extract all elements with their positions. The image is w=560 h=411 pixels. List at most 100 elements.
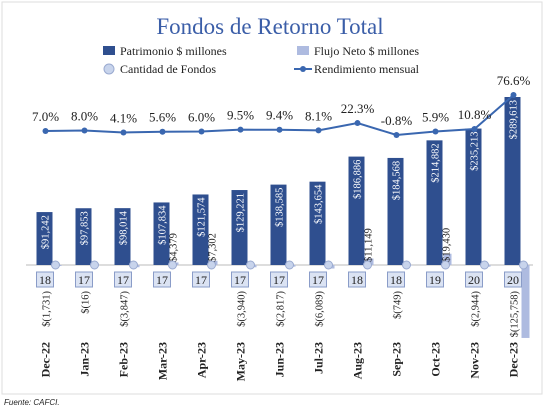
legend-swatch xyxy=(297,46,309,55)
count-dot xyxy=(363,260,372,270)
bar xyxy=(270,184,287,265)
value-label: 22.3% xyxy=(341,101,375,116)
count-dot xyxy=(519,260,528,270)
count-dot xyxy=(246,260,255,270)
value-label: $186,886 xyxy=(353,160,364,199)
legend-swatch xyxy=(103,63,115,75)
source: Fuente: CAFCI. xyxy=(4,398,60,407)
count-box xyxy=(426,271,444,288)
bar xyxy=(521,265,530,338)
count-dot xyxy=(90,260,99,270)
value-label: $214,882 xyxy=(431,143,442,182)
count-dot xyxy=(324,260,333,270)
count-box xyxy=(387,271,405,288)
legend-label: Patrimonio $ millones xyxy=(120,44,227,58)
value-label: $138,585 xyxy=(275,188,286,227)
value-label: $(3,940) xyxy=(237,291,248,327)
count-label: 20 xyxy=(507,273,519,287)
value-label: $(2,817) xyxy=(276,291,287,327)
count-dot xyxy=(168,260,177,270)
x-tick-label: Dec-23 xyxy=(507,342,521,377)
count-label: 17 xyxy=(156,273,168,287)
line-point xyxy=(432,128,439,135)
count-label: 17 xyxy=(195,273,207,287)
count-label: 17 xyxy=(117,273,129,287)
legend-label: Rendimiento mensual xyxy=(314,62,420,76)
count-label: 20 xyxy=(468,273,480,287)
line-point xyxy=(393,132,400,138)
line-point xyxy=(42,127,49,134)
x-tick-label: Jun-23 xyxy=(273,342,287,377)
value-label: 5.6% xyxy=(149,110,176,125)
value-label: 9.5% xyxy=(227,108,254,123)
x-tick-label: Jul-23 xyxy=(312,342,326,374)
value-label: $235,213 xyxy=(470,132,481,171)
value-label: $(125,758) xyxy=(510,291,521,338)
line-point xyxy=(81,127,88,134)
count-dot xyxy=(207,260,216,270)
x-tick-label: Jan-23 xyxy=(78,342,92,377)
value-label: $184,568 xyxy=(392,161,403,200)
value-label: 10.8% xyxy=(458,107,492,122)
value-label: $289,613 xyxy=(509,100,520,139)
bar xyxy=(465,128,482,265)
value-label: $11,149 xyxy=(364,228,375,262)
count-label: 17 xyxy=(78,273,90,287)
count-dot xyxy=(285,260,294,270)
bar xyxy=(309,181,326,265)
line-point xyxy=(315,127,322,134)
bar xyxy=(192,194,209,265)
value-label: $129,221 xyxy=(236,193,247,232)
count-label: 17 xyxy=(234,273,246,287)
count-box xyxy=(309,271,327,288)
x-tick-label: Feb-23 xyxy=(117,342,131,377)
count-dot xyxy=(402,260,411,270)
line-point xyxy=(159,128,166,135)
bar xyxy=(348,156,365,265)
legend-swatch xyxy=(300,66,306,72)
bar xyxy=(231,190,248,265)
count-box xyxy=(465,271,483,288)
value-label: $(749) xyxy=(393,291,404,319)
count-dot xyxy=(441,260,450,270)
bar xyxy=(75,208,92,265)
count-box xyxy=(153,271,171,288)
count-box xyxy=(75,271,93,288)
x-tick-label: May-23 xyxy=(234,342,248,381)
value-label: 76.6% xyxy=(497,73,531,88)
count-label: 17 xyxy=(273,273,285,287)
line-point xyxy=(198,128,205,135)
value-label: $(2,944) xyxy=(471,291,482,327)
x-tick-label: Apr-23 xyxy=(195,342,209,378)
legend-swatch xyxy=(103,46,115,55)
line-point xyxy=(471,126,478,133)
bar xyxy=(426,140,443,265)
value-label: $143,654 xyxy=(314,184,325,224)
count-dot xyxy=(51,260,60,270)
frame xyxy=(1,1,543,395)
x-tick-label: Mar-23 xyxy=(156,342,170,380)
value-label: 5.9% xyxy=(422,110,449,125)
count-dot xyxy=(129,260,138,270)
count-box xyxy=(504,271,522,288)
bar xyxy=(114,208,131,265)
value-label: 8.0% xyxy=(71,108,98,123)
value-label: $91,242 xyxy=(41,215,52,249)
chart-title: Fondos de Retorno Total xyxy=(156,14,383,39)
value-label: $(1,731) xyxy=(42,291,53,327)
value-label: 9.4% xyxy=(266,108,293,123)
line-point xyxy=(237,126,244,133)
value-label: $4,379 xyxy=(169,233,180,262)
x-tick-label: Aug-23 xyxy=(351,342,365,379)
line-point xyxy=(276,126,283,133)
count-label: 18 xyxy=(39,273,51,287)
value-label: 4.1% xyxy=(110,110,137,125)
value-label: $(16) xyxy=(81,291,92,314)
count-label: 18 xyxy=(390,273,402,287)
value-label: 8.1% xyxy=(305,108,332,123)
line-point xyxy=(354,120,361,127)
legend-label: Cantidad de Fondos xyxy=(120,62,216,76)
count-dot xyxy=(480,260,489,270)
value-label: $(3,847) xyxy=(120,291,131,327)
